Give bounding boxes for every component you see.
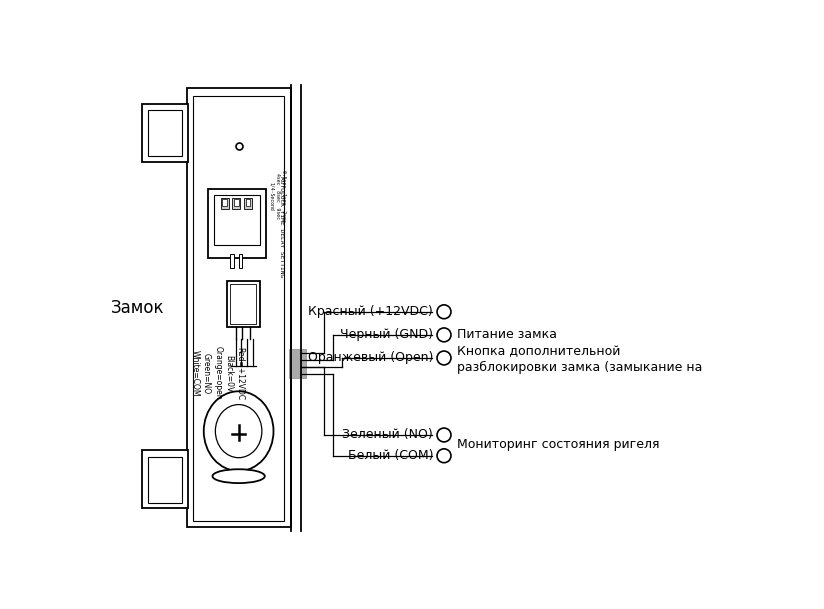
- Bar: [239, 254, 242, 268]
- Bar: [234, 199, 239, 205]
- Text: Красный (+12VDC): Красный (+12VDC): [308, 305, 433, 319]
- Bar: [232, 198, 240, 209]
- Text: Белый (COM): Белый (COM): [348, 449, 433, 462]
- Text: разблокировки замка (замыкание на: разблокировки замка (замыкание на: [457, 361, 703, 374]
- Circle shape: [437, 428, 451, 442]
- Text: Кнопка дополнительной: Кнопка дополнительной: [457, 345, 620, 358]
- Circle shape: [437, 449, 451, 463]
- Bar: [208, 189, 266, 258]
- Bar: [142, 104, 188, 161]
- Ellipse shape: [215, 404, 262, 458]
- Bar: [222, 199, 227, 205]
- Bar: [246, 199, 250, 205]
- Text: Red=+12VDC
Black=0V
Orange=open
Green=NO
White=COM: Red=+12VDC Black=0V Orange=open Green=NO…: [191, 347, 245, 400]
- Text: Оранжевый (Open): Оранжевый (Open): [308, 351, 433, 364]
- Bar: [187, 88, 291, 527]
- Circle shape: [437, 305, 451, 319]
- Text: Мониторинг состояния ригеля: Мониторинг состояния ригеля: [457, 438, 660, 451]
- Text: 0.5sec  1sec  2sec
4sec  8sec  9sec
1/4-Second: 0.5sec 1sec 2sec 4sec 8sec 9sec 1/4-Seco…: [269, 171, 286, 222]
- Circle shape: [437, 328, 451, 342]
- Text: AUTOLOCK TIME DELAY SETTING: AUTOLOCK TIME DELAY SETTING: [279, 177, 283, 278]
- Bar: [142, 451, 188, 508]
- Circle shape: [437, 351, 451, 365]
- Bar: [227, 281, 260, 327]
- Bar: [221, 198, 228, 209]
- Bar: [230, 284, 256, 324]
- Ellipse shape: [204, 392, 274, 471]
- Ellipse shape: [213, 470, 265, 483]
- Text: Черный (GND): Черный (GND): [340, 328, 433, 342]
- Bar: [148, 110, 182, 157]
- Bar: [193, 96, 284, 521]
- Bar: [244, 198, 252, 209]
- Text: Питание замка: Питание замка: [457, 328, 557, 342]
- Bar: [230, 254, 234, 268]
- Text: Замок: Замок: [110, 299, 164, 317]
- Text: Зеленый (NO): Зеленый (NO): [343, 429, 433, 442]
- Bar: [289, 349, 306, 378]
- Bar: [213, 195, 260, 245]
- Bar: [148, 457, 182, 503]
